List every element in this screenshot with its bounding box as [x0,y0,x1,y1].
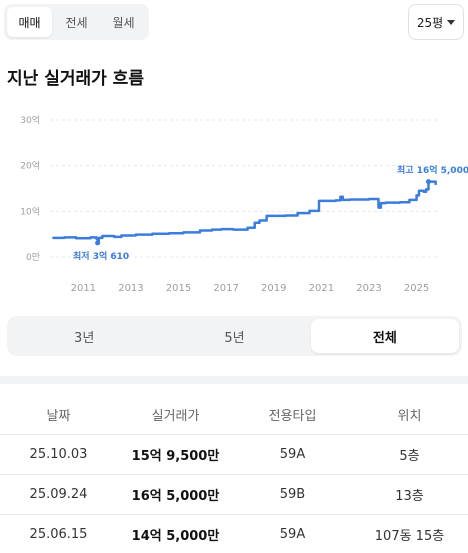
min-annotation: 최저 3억 610 [73,250,129,262]
row-type: 59A [279,447,306,462]
row-price: 15억 9,500만 [131,449,220,464]
header-price: 실거래가 [151,409,200,424]
table-row[interactable]: 25.09.24 16억 5,000만 59B 13층 [0,475,468,515]
row-location: 107동 15층 [374,529,445,544]
row-date: 25.10.03 [29,447,88,462]
table-row[interactable]: 25.10.03 15억 9,500만 59A 5층 [0,435,468,475]
tab-5-years[interactable]: 5년 [224,330,245,346]
x-tick-label: 2015 [166,283,191,294]
row-date: 25.09.24 [29,487,88,502]
x-tick-label: 2021 [309,283,334,294]
tab-sale[interactable]: 매매 [7,7,52,37]
x-tick-label: 2013 [118,283,143,294]
tab-monthly-rent[interactable]: 월세 [112,15,135,30]
deal-type-tabs: 매매 전세 월세 [4,4,149,40]
row-date: 25.06.15 [29,527,88,542]
tab-all[interactable]: 전체 [310,319,459,353]
min-point [95,240,101,246]
header-type: 전용타입 [268,409,317,424]
y-tick-label: 0만 [26,252,40,263]
x-tick-label: 2025 [404,283,429,294]
max-point [425,179,431,185]
row-type: 59B [279,487,306,502]
max-annotation: 최고 16억 5,000 [397,164,468,176]
row-location: 13층 [395,489,424,504]
size-dropdown[interactable]: 25평 [408,4,464,40]
x-tick-label: 2011 [71,283,96,294]
row-price: 16억 5,000만 [131,489,220,504]
row-type: 59A [279,527,306,542]
header-location: 위치 [397,409,422,424]
transaction-table: 날짜 실거래가 전용타입 위치 25.10.03 15억 9,500만 59A … [0,395,468,553]
tab-jeonse[interactable]: 전세 [65,15,88,30]
header-date: 날짜 [46,409,71,424]
row-price: 14억 5,000만 [131,529,220,544]
size-dropdown-value: 25평 [416,15,444,30]
period-tabs: 3년 5년 전체 [7,316,462,356]
y-tick-label: 10억 [20,205,40,217]
chevron-down-icon [447,19,456,25]
y-tick-label: 30억 [20,114,40,126]
x-tick-label: 2019 [261,283,286,294]
x-tick-label: 2017 [213,283,238,294]
row-location: 5층 [399,449,420,464]
section-title: 지난 실거래가 흐름 [7,69,144,89]
table-header-row: 날짜 실거래가 전용타입 위치 [0,395,468,435]
section-divider [0,376,468,384]
x-tick-label: 2023 [356,283,381,294]
tab-3-years[interactable]: 3년 [74,330,95,346]
table-row[interactable]: 25.06.15 14억 5,000만 59A 107동 15층 [0,515,468,553]
price-series-line [52,180,437,245]
price-trend-chart: 30억 20억 10억 0만 2011 2013 2015 2017 2019 2021 2023 2… [20,114,468,294]
y-tick-label: 20억 [20,160,40,172]
